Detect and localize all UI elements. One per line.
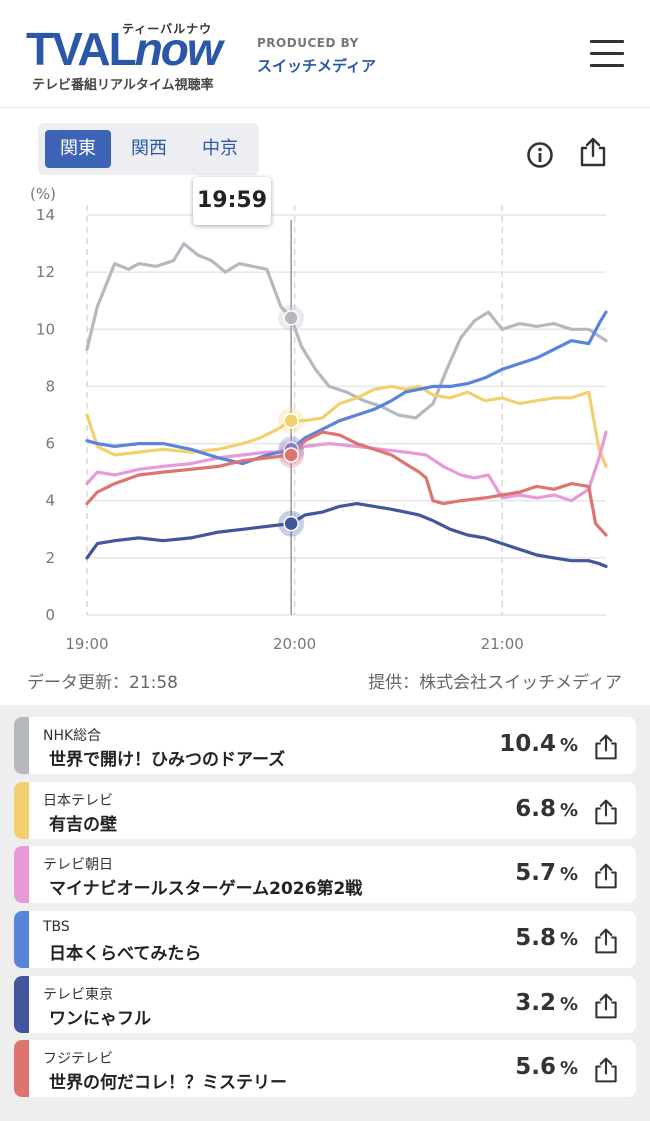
program-title: 有吉の壁 [49, 815, 117, 835]
y-tick-label: 14 [36, 206, 55, 224]
program-title: ワンにゃフル [49, 1009, 151, 1029]
program-card[interactable]: TBS 日本くらべてみたら 5.8% [14, 911, 636, 968]
series-marker [283, 515, 299, 532]
series-line [85, 430, 608, 537]
x-tick-label: 19:00 [65, 635, 108, 653]
share-icon[interactable] [592, 992, 620, 1020]
program-card[interactable]: テレビ朝日マイナビオールスターゲーム2026第2戦 5.7% [14, 846, 636, 903]
x-tick-label: 20:00 [273, 635, 316, 653]
data-source-label: 提供：株式会社スイッチメディア [368, 673, 622, 693]
station-name: フジテレビ [43, 1051, 113, 1067]
station-name: TBS [43, 919, 70, 935]
series-line [85, 310, 608, 466]
tab-kanto[interactable]: 関東 [45, 130, 111, 168]
rating-value: 5.7% [515, 860, 578, 886]
share-icon[interactable] [592, 1056, 620, 1084]
program-card[interactable]: 日本テレビ有吉の壁 6.8% [14, 782, 636, 839]
tab-chukyo[interactable]: 中京 [202, 138, 238, 159]
station-color-bar [14, 911, 29, 968]
station-name: テレビ東京 [43, 987, 113, 1003]
logo-wordmark: TVALnow [26, 23, 223, 75]
station-color-bar [14, 782, 29, 839]
y-tick-label: 0 [45, 606, 55, 624]
program-card[interactable]: フジテレビ世界の何だコレ！？ミステリー 5.6% [14, 1040, 636, 1097]
series-marker [283, 310, 299, 326]
x-tick-label: 21:00 [481, 635, 524, 653]
series-marker [283, 447, 299, 463]
region-tabs: 関東 関西 中京 [38, 123, 259, 175]
header: TVALnow ティーバルナウ テレビ番組リアルタイム視聴率 PRODUCED … [0, 0, 650, 108]
share-icon[interactable] [592, 733, 620, 761]
tab-kansai[interactable]: 関西 [131, 138, 167, 159]
time-tooltip: 19:59 [193, 177, 271, 225]
hamburger-menu-icon[interactable] [590, 38, 624, 68]
rating-value: 10.4% [499, 731, 578, 757]
program-card[interactable]: NHK総合世界で開け！ひみつのドアーズ 10.4% [14, 717, 636, 774]
y-tick-label: 6 [45, 435, 55, 453]
station-name: 日本テレビ [43, 793, 113, 809]
station-color-bar [14, 1040, 29, 1097]
rating-value: 3.2% [515, 990, 578, 1016]
rating-value: 6.8% [515, 796, 578, 822]
share-icon[interactable] [577, 136, 609, 168]
station-color-bar [14, 976, 29, 1033]
produced-by-label: PRODUCED BY [257, 36, 359, 50]
producer-link[interactable]: スイッチメディア [257, 57, 376, 75]
ratings-chart[interactable]: 0 2 4 6 8 10 12 14 (%) 19:00 20:00 21:00 [0, 180, 650, 670]
rating-value: 5.8% [515, 925, 578, 951]
y-axis-label: (%) [30, 185, 56, 203]
station-color-bar [14, 717, 29, 774]
share-icon[interactable] [592, 927, 620, 955]
program-card[interactable]: テレビ東京ワンにゃフル 3.2% [14, 976, 636, 1033]
series-marker [283, 412, 299, 429]
program-title: 世界で開け！ひみつのドアーズ [49, 750, 286, 770]
program-title: 世界の何だコレ！？ミステリー [49, 1073, 287, 1093]
share-icon[interactable] [592, 798, 620, 826]
station-name: テレビ朝日 [43, 857, 113, 873]
share-icon[interactable] [592, 862, 620, 890]
series-line [85, 384, 608, 468]
program-title: 日本くらべてみたら [49, 944, 202, 964]
logo-kana: ティーバルナウ [122, 22, 213, 36]
station-color-bar [14, 846, 29, 903]
logo[interactable]: TVALnow ティーバルナウ テレビ番組リアルタイム視聴率 [26, 18, 226, 93]
logo-subtitle: テレビ番組リアルタイム視聴率 [32, 78, 214, 93]
y-tick-label: 2 [45, 549, 55, 567]
rating-value: 5.6% [515, 1054, 578, 1080]
series-line [85, 241, 608, 420]
data-updated-label: データ更新：21:58 [27, 673, 178, 693]
y-tick-label: 4 [45, 492, 55, 510]
info-icon[interactable] [524, 139, 556, 171]
program-list: NHK総合世界で開け！ひみつのドアーズ 10.4% 日本テレビ有吉の壁 6.8% テレビ… [0, 705, 650, 1121]
y-tick-label: 8 [45, 377, 55, 395]
y-tick-label: 12 [36, 263, 55, 281]
y-tick-label: 10 [36, 320, 55, 338]
station-name: NHK総合 [43, 728, 102, 744]
series-line [85, 430, 608, 503]
program-title: マイナビオールスターゲーム2026第2戦 [49, 879, 363, 899]
series-line [85, 502, 608, 568]
